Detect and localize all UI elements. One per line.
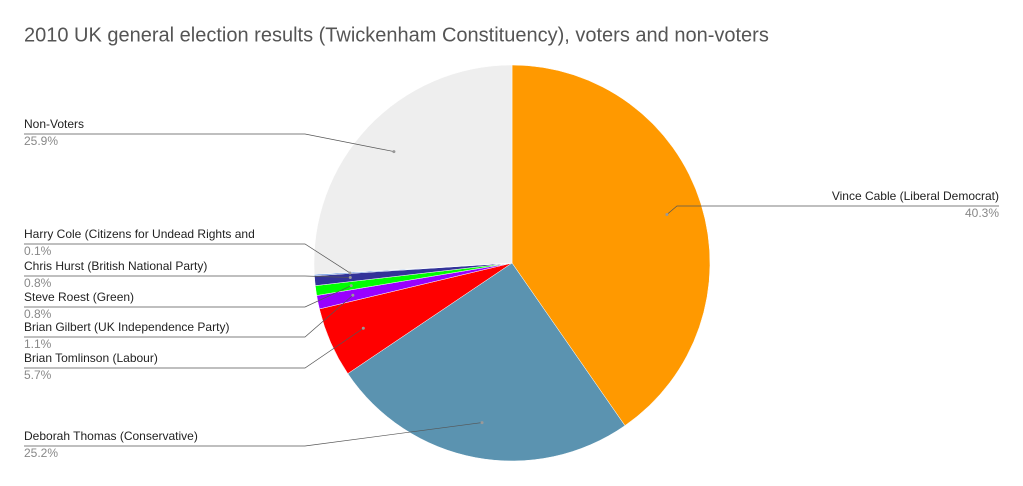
leader-dot — [351, 293, 355, 297]
slice-label: Harry Cole (Citizens for Undead Rights a… — [24, 227, 255, 241]
slice-value: 25.2% — [24, 446, 58, 460]
leader-dot — [392, 150, 396, 154]
slice-label: Deborah Thomas (Conservative) — [24, 429, 198, 443]
slice-label: Brian Tomlinson (Labour) — [24, 351, 158, 365]
slice-value: 0.8% — [24, 276, 52, 290]
pie-slice — [313, 64, 513, 275]
leader-line — [24, 294, 354, 338]
pie-slice — [347, 262, 626, 462]
leader-line — [24, 275, 351, 278]
slice-label: Non-Voters — [24, 117, 84, 131]
slice-value: 1.1% — [24, 337, 52, 351]
leader-line — [666, 205, 999, 215]
slice-label: Vince Cable (Liberal Democrat) — [832, 189, 999, 203]
leader-line — [24, 327, 364, 369]
slice-value: 0.8% — [24, 307, 52, 321]
leader-line — [24, 133, 394, 152]
leader-dot — [361, 326, 365, 330]
pie-slice — [511, 64, 711, 426]
slice-value: 0.1% — [24, 244, 52, 258]
leader-dot — [349, 284, 353, 288]
slice-value: 25.9% — [24, 134, 58, 148]
leader-dot — [348, 271, 352, 275]
slice-value: 40.3% — [965, 206, 999, 220]
leader-dot — [665, 212, 669, 216]
leader-line — [24, 243, 351, 274]
slice-label: Brian Gilbert (UK Independence Party) — [24, 320, 229, 334]
leader-line — [24, 422, 483, 447]
leader-line — [24, 285, 352, 308]
slice-label: Chris Hurst (British National Party) — [24, 259, 207, 273]
leader-dot — [348, 276, 352, 280]
slice-value: 5.7% — [24, 368, 52, 382]
leader-dot — [480, 421, 484, 425]
slice-label: Steve Roest (Green) — [24, 290, 134, 304]
chart-title: 2010 UK general election results (Twicke… — [24, 24, 769, 46]
